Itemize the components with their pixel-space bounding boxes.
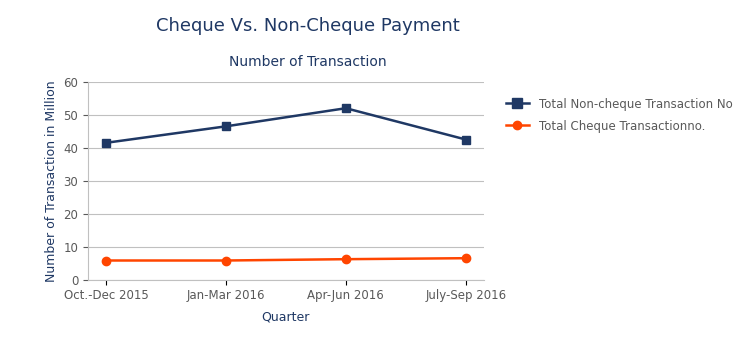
- Total Non-cheque Transaction No.: [461, 137, 470, 142]
- Text: Cheque Vs. Non-Cheque Payment: Cheque Vs. Non-Cheque Payment: [156, 17, 460, 35]
- Total Cheque Transactionno.: [342, 257, 350, 261]
- Line: Total Non-cheque Transaction No.: Total Non-cheque Transaction No.: [102, 104, 470, 147]
- Total Cheque Transactionno.: [221, 258, 230, 263]
- Total Non-cheque Transaction No.: [342, 106, 350, 110]
- Line: Total Cheque Transactionno.: Total Cheque Transactionno.: [102, 254, 470, 265]
- X-axis label: Quarter: Quarter: [262, 311, 310, 324]
- Y-axis label: Number of Transaction in Million: Number of Transaction in Million: [45, 80, 58, 282]
- Legend: Total Non-cheque Transaction No., Total Cheque Transactionno.: Total Non-cheque Transaction No., Total …: [506, 98, 733, 133]
- Total Cheque Transactionno.: [461, 256, 470, 260]
- Total Non-cheque Transaction No.: [221, 124, 230, 128]
- Text: Number of Transaction: Number of Transaction: [229, 55, 387, 69]
- Total Cheque Transactionno.: [102, 258, 111, 263]
- Total Non-cheque Transaction No.: [102, 141, 111, 145]
